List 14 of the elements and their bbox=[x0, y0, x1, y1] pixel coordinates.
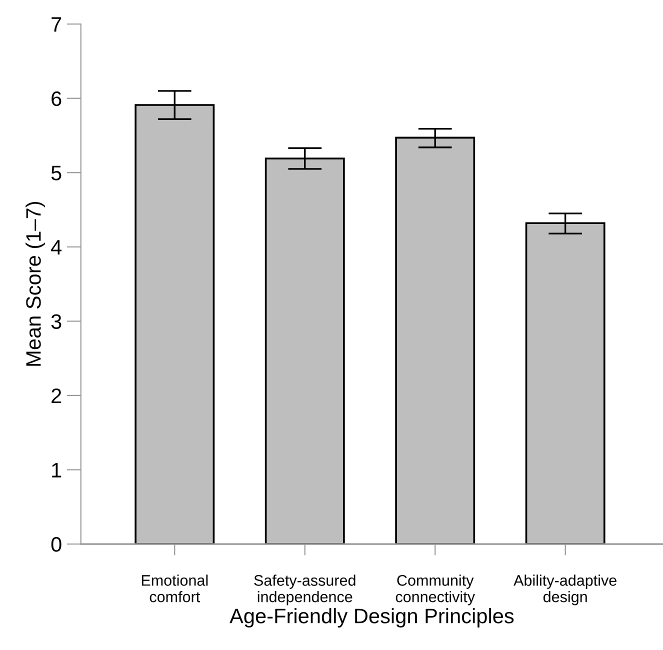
y-tick-label: 3 bbox=[51, 314, 62, 329]
y-tick-label: 5 bbox=[51, 166, 62, 180]
x-tick-label: Safety-assured independence bbox=[254, 574, 356, 606]
x-tick-label: Community connectivity bbox=[396, 574, 475, 606]
y-tick-label: 0 bbox=[51, 537, 62, 552]
y-tick-label: 1 bbox=[52, 462, 62, 478]
y-tick-label: 2 bbox=[52, 388, 62, 404]
x-tick-label: Emotional comfort bbox=[142, 574, 208, 602]
x-tick-label: Ability-adaptive design bbox=[514, 574, 616, 606]
y-tick-label: 7 bbox=[52, 17, 62, 32]
x-axis-title: Age-Friendly Design Principles bbox=[230, 608, 514, 628]
y-axis-title: Mean Score (1–7) bbox=[26, 202, 45, 366]
y-tick-label: 4 bbox=[51, 240, 62, 254]
y-tick-label: 6 bbox=[52, 91, 62, 106]
